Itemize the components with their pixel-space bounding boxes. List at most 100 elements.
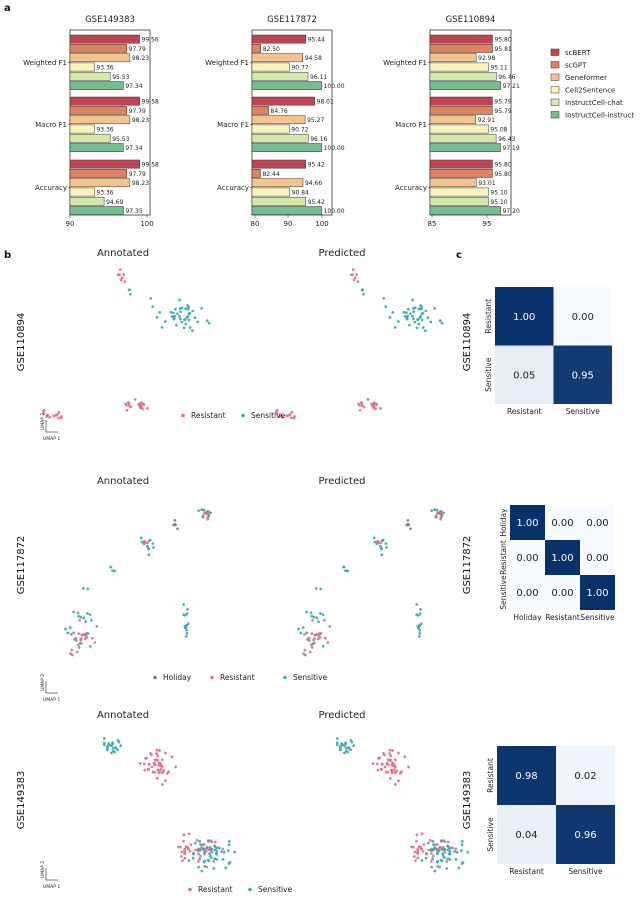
umap-point <box>438 512 442 516</box>
umap-point <box>160 764 164 768</box>
bar-value-label: 98.01 <box>317 99 334 106</box>
bar-value-label: 97.35 <box>125 208 142 215</box>
umap-point <box>349 748 352 752</box>
umap-point <box>386 762 389 766</box>
bar-value-label: 93.01 <box>478 180 495 187</box>
bar-value-label: 93.36 <box>96 65 113 72</box>
umap-point <box>228 860 232 864</box>
umap-point <box>446 857 450 861</box>
umap-point <box>301 626 305 630</box>
umap-point <box>416 856 420 860</box>
umap-point <box>45 414 49 418</box>
bar-value-label: 97.79 <box>129 108 146 115</box>
umap-point <box>439 858 443 862</box>
umap-point <box>164 751 167 755</box>
umap-point <box>207 321 211 325</box>
panel-label-c: c <box>456 250 462 261</box>
umap-point <box>192 852 195 856</box>
umap-point <box>446 840 450 844</box>
umap-point <box>388 776 392 780</box>
umap-point <box>446 844 449 848</box>
umap-point <box>429 860 433 863</box>
bar <box>251 62 290 72</box>
umap-point <box>421 326 425 329</box>
umap-point <box>184 634 188 638</box>
umap-point <box>183 317 187 321</box>
legend-label: InstructCell-instruct <box>565 112 634 120</box>
umap-point <box>412 310 415 314</box>
umap-point <box>411 317 415 321</box>
umap-point <box>397 779 400 783</box>
umap-point <box>82 616 86 620</box>
umap-point <box>420 312 424 316</box>
umap-point <box>278 414 282 418</box>
bar-value-label: 95.79 <box>494 108 511 115</box>
umap-axis-label-1: UMAP 1 <box>43 884 60 890</box>
umap-point <box>185 628 189 632</box>
umap-point <box>351 268 355 272</box>
umap-point <box>420 318 424 322</box>
umap-point <box>55 413 59 416</box>
umap-point <box>335 743 339 747</box>
umap-point <box>213 840 217 844</box>
umap-point <box>146 406 149 410</box>
heatmap-dataset-label-gse110894: GSE110894 <box>462 313 473 372</box>
umap-point <box>445 867 449 870</box>
umap-point <box>159 768 163 771</box>
umap-point <box>167 770 170 773</box>
umap-point <box>411 845 415 849</box>
umap-point <box>198 857 202 861</box>
umap-point <box>459 849 463 853</box>
umap-legend-marker <box>153 675 157 680</box>
umap-point <box>413 850 417 854</box>
umap-point <box>206 839 210 843</box>
umap-point <box>345 749 348 753</box>
umap-point <box>186 622 190 626</box>
bar <box>251 143 322 152</box>
heatmap-cell <box>495 287 554 346</box>
umap-point <box>226 849 230 853</box>
bar-chart-legend: scBERT scGPT Geneformer Cell2Sentence Instru… <box>550 48 634 120</box>
heatmap-cell-value: 0.95 <box>572 370 594 381</box>
bar-value-label: 96.46 <box>498 74 515 81</box>
umap-point <box>323 618 326 622</box>
umap-point <box>390 761 394 765</box>
bar <box>251 53 303 63</box>
umap-point <box>440 321 444 325</box>
umap-point <box>74 639 78 643</box>
umap-point <box>435 512 439 516</box>
umap-point <box>118 268 122 272</box>
bar <box>429 143 501 152</box>
umap-point <box>420 832 424 836</box>
umap-point <box>319 587 323 591</box>
bar <box>429 81 501 90</box>
umap-point <box>93 641 97 644</box>
bar-value-label: 95.53 <box>112 74 129 81</box>
bar <box>69 115 131 125</box>
umap-legend-marker <box>210 675 214 680</box>
bar-value-label: 90.84 <box>292 190 309 197</box>
umap-point <box>205 319 209 323</box>
umap-point <box>200 306 204 310</box>
umap-point <box>88 613 92 616</box>
umap-point <box>185 632 189 635</box>
heatmap-cell <box>553 287 612 346</box>
umap-point <box>310 614 314 618</box>
bar-value-label: 99.56 <box>142 37 159 44</box>
bar-value-label: 97.79 <box>129 171 146 178</box>
heatmap-col-label: Sensitive <box>568 867 603 876</box>
umap-point <box>183 624 187 628</box>
umap-point <box>77 614 81 618</box>
heatmap-cell-value: 0.00 <box>572 312 594 323</box>
umap-point <box>111 741 114 745</box>
umap-point <box>299 631 303 635</box>
umap-point <box>338 746 342 750</box>
heatmap-row-label: Sensitive <box>499 575 508 610</box>
umap-point <box>160 771 164 775</box>
umap-point <box>455 850 459 854</box>
umap-point <box>184 307 188 311</box>
umap-point <box>379 406 382 410</box>
umap-point <box>183 851 187 855</box>
umap-point <box>416 851 420 855</box>
